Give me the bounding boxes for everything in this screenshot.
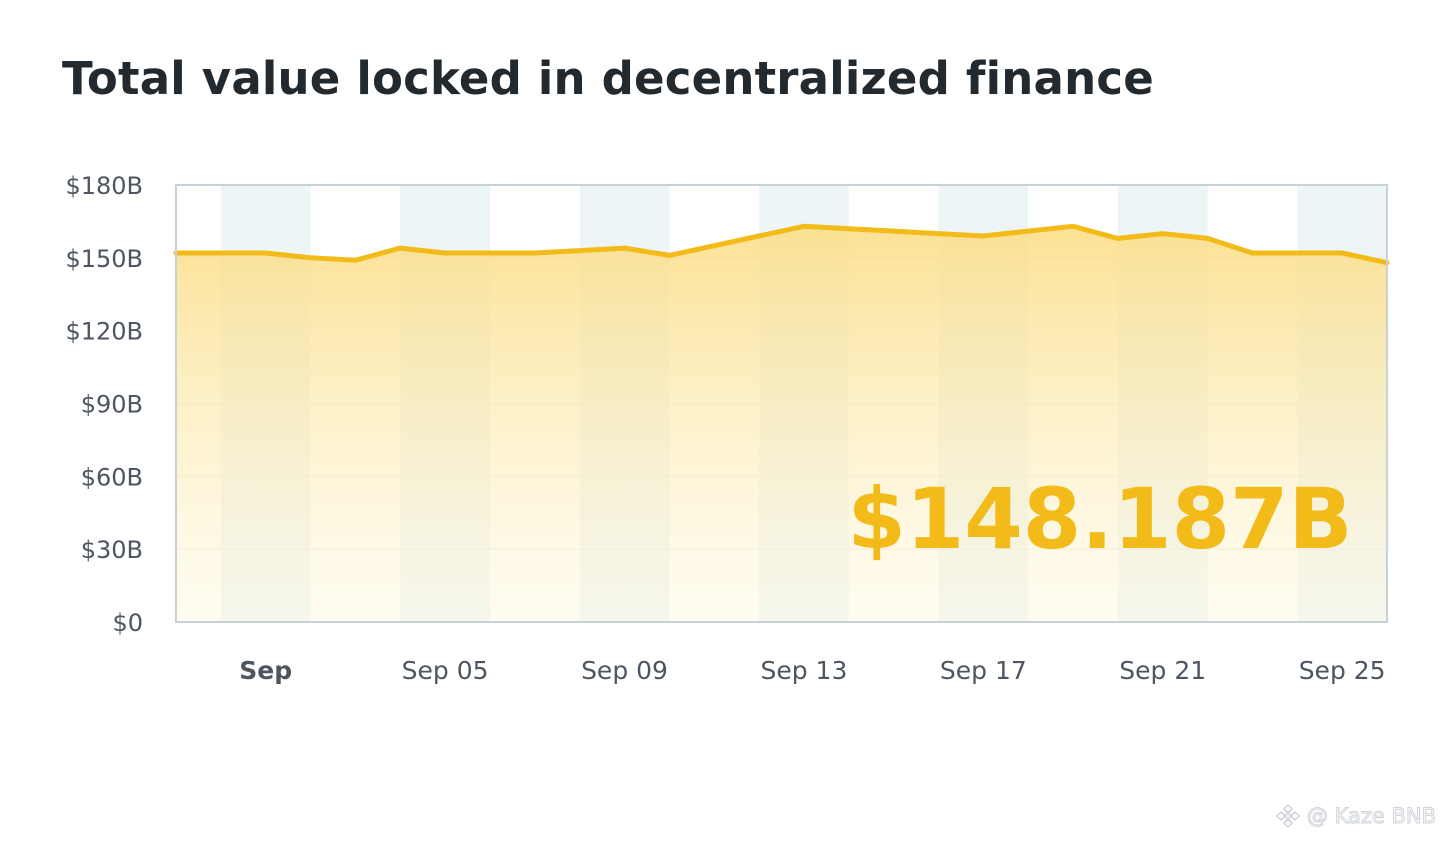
x-tick-label: Sep 21 [1119,656,1206,685]
y-tick-label: $120B [65,318,143,346]
y-tick-label: $0 [112,609,143,637]
x-tick-label: Sep 17 [940,656,1027,685]
watermark: @ Kaze BNB [1275,803,1437,829]
tvl-area-fill [176,226,1387,623]
y-axis-ticks: $0 $30B $60B $90B $120B $150B $180B [65,172,143,637]
tvl-series-line [173,223,1390,266]
x-tick-label: Sep [239,656,292,685]
y-tick-label: $150B [65,245,143,273]
y-tick-label: $60B [81,463,143,491]
x-axis-ticks: Sep Sep 05 Sep 09 Sep 13 Sep 17 Sep 21 Sep 25 [239,656,1385,685]
watermark-text: @ Kaze BNB [1306,804,1436,829]
x-tick-label: Sep 13 [760,656,847,685]
y-tick-label: $30B [81,536,143,564]
y-tick-label: $90B [81,391,143,419]
x-tick-label: Sep 25 [1299,656,1386,685]
chart-title: Total value locked in decentralized fina… [62,52,1154,105]
bnb-diamond-icon [1275,803,1300,829]
current-tvl-value: $148.187B [847,470,1352,568]
y-tick-label: $180B [65,172,143,200]
plot-frame [175,184,1388,623]
x-tick-label: Sep 09 [581,656,668,685]
x-tick-label: Sep 05 [402,656,489,685]
